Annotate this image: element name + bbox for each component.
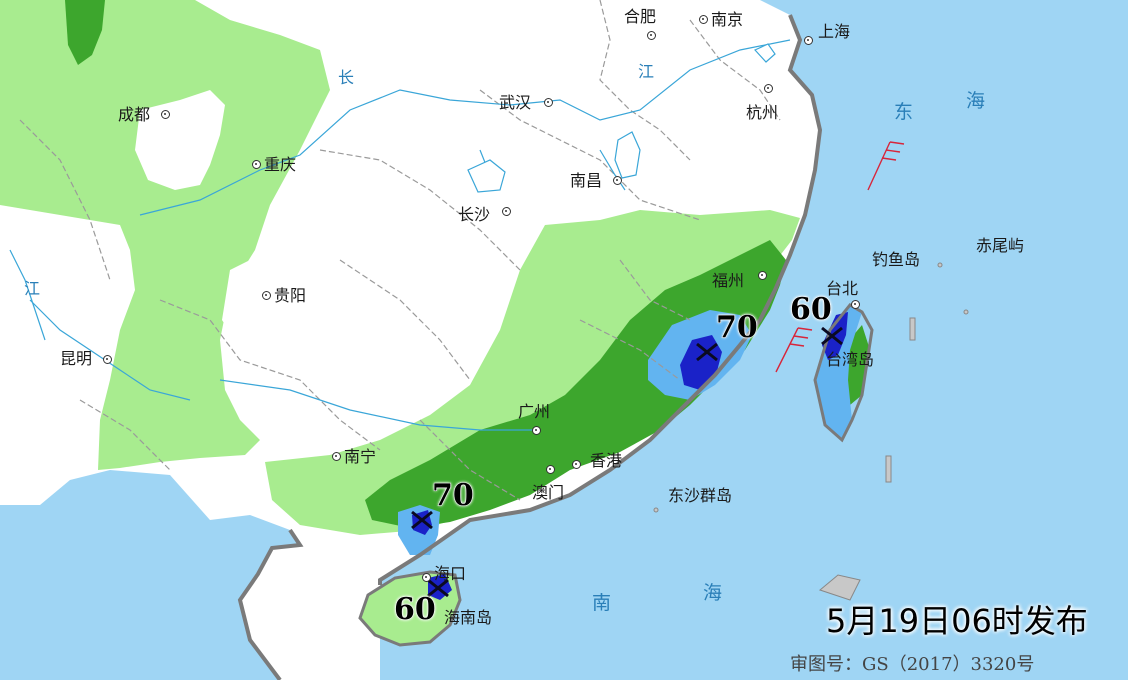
sea-label-nanhai-2: 海: [703, 582, 723, 604]
dongting-lake: [467, 159, 506, 193]
wind-barb-2: [775, 327, 813, 373]
mainland-coastline: [237, 14, 823, 680]
poyang-lake: [614, 131, 641, 179]
rain-max-value-taiwan: 60: [790, 292, 833, 328]
max-marker-fujian: [696, 342, 718, 362]
city-marker-chongqing: [252, 160, 261, 169]
city-label-fuzhou: 福州: [712, 271, 745, 290]
city-label-guangzhou: 广州: [518, 402, 551, 421]
island-label-hainan: 海南岛: [444, 608, 493, 627]
city-marker-shanghai: [804, 36, 813, 45]
city-marker-hangzhou: [764, 84, 773, 93]
city-label-chongqing: 重庆: [264, 155, 297, 174]
city-label-chengdu: 成都: [118, 105, 151, 124]
max-marker-leizhou: [411, 510, 433, 530]
release-time: 5月19日06时发布: [826, 602, 1088, 640]
city-marker-changsha: [502, 207, 511, 216]
city-marker-hongkong: [572, 460, 581, 469]
city-marker-nanning: [332, 452, 341, 461]
island-label-dongsha: 东沙群岛: [668, 486, 733, 505]
city-marker-kunming: [103, 355, 112, 364]
max-marker-hainan: [427, 578, 449, 598]
city-marker-taipei: [851, 300, 860, 309]
rainstorm-area-taiwan: [822, 312, 848, 360]
wind-barb-1: [867, 141, 905, 191]
max-marker-taiwan: [821, 326, 843, 346]
city-label-guiyang: 贵阳: [274, 286, 307, 305]
map-approval-number: 审图号：GS（2017）3320号: [790, 654, 1035, 675]
island-label-chiwei: 赤尾屿: [976, 236, 1025, 255]
taihu-lake: [754, 43, 776, 63]
city-label-nanchang: 南昌: [570, 171, 603, 190]
city-label-haikou: 海口: [434, 564, 467, 583]
city-marker-wuhan: [544, 98, 553, 107]
city-label-wuhan: 武汉: [499, 93, 532, 112]
city-label-taipei: 台北: [826, 279, 859, 298]
city-label-macau: 澳门: [532, 483, 565, 502]
city-marker-fuzhou: [758, 271, 767, 280]
city-marker-nanjing: [699, 15, 708, 24]
province-borders: [19, 0, 781, 501]
city-label-nanning: 南宁: [344, 447, 377, 466]
city-label-kunming: 昆明: [60, 349, 93, 368]
city-label-hongkong: 香港: [590, 451, 623, 470]
rain-max-value-fujian: 70: [716, 310, 759, 346]
city-label-changsha: 长沙: [458, 205, 491, 224]
no-rain-pocket-chengdu: [135, 90, 225, 190]
sea-label-donghai-1: 东: [894, 101, 914, 123]
rain-max-value-hainan: 60: [394, 592, 437, 628]
small-islands: [653, 262, 969, 601]
city-label-hefei: 合肥: [624, 7, 657, 26]
sea-label-nanhai-1: 南: [592, 592, 612, 614]
sea-label-donghai-2: 海: [966, 90, 986, 112]
moderate-rain-area: [365, 240, 786, 528]
taiwan-coastline: [813, 303, 874, 443]
rain-max-value-leizhou: 70: [432, 478, 475, 514]
heavy-rain-area-taiwan: [815, 305, 862, 440]
light-rain-area-west: [0, 0, 330, 470]
island-label-taiwan: 台湾岛: [826, 350, 875, 369]
city-marker-guiyang: [262, 291, 271, 300]
city-marker-haikou: [422, 573, 431, 582]
city-marker-nanchang: [613, 176, 622, 185]
city-label-nanjing: 南京: [711, 10, 744, 29]
river-label-jiang-west: 江: [24, 279, 41, 298]
city-label-shanghai: 上海: [818, 22, 851, 41]
city-marker-guangzhou: [532, 426, 541, 435]
city-marker-hefei: [647, 31, 656, 40]
island-label-diaoyu: 钓鱼岛: [872, 250, 921, 269]
river-label-jiang: 江: [638, 62, 655, 81]
city-label-hangzhou: 杭州: [746, 103, 779, 122]
no-rain-pocket-guiyang: [222, 245, 300, 340]
river-label-chang: 长: [338, 68, 355, 87]
city-marker-chengdu: [161, 110, 170, 119]
moderate-rain-patch-north: [65, 0, 105, 65]
city-marker-macau: [546, 465, 555, 474]
